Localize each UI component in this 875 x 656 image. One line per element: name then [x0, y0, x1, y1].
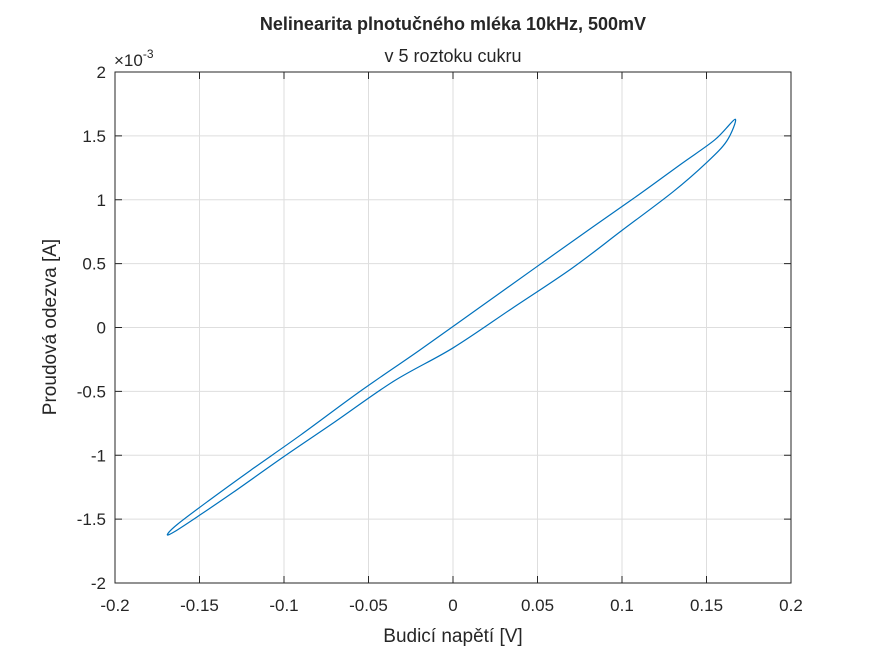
x-tick-label: -0.15 [180, 596, 219, 615]
y-axis-label: Proudová odezva [A] [40, 239, 61, 415]
y-tick-label: 2 [97, 63, 106, 82]
x-tick-label: 0.05 [521, 596, 554, 615]
y-tick-label: -2 [91, 574, 106, 593]
chart-subtitle: v 5 roztoku cukru [384, 46, 521, 66]
series-group [166, 118, 737, 536]
chart-title: Nelinearita plnotučného mléka 10kHz, 500… [260, 14, 646, 34]
x-tick-label: 0 [448, 596, 457, 615]
x-tick-label: 0.15 [690, 596, 723, 615]
y-tick-label: 1.5 [82, 127, 106, 146]
x-tick-label: 0.1 [610, 596, 634, 615]
y-exponent-power: -3 [143, 47, 154, 61]
y-exponent: ×10-3 [114, 47, 154, 70]
x-tick-label: -0.1 [269, 596, 298, 615]
y-exponent-base: ×10 [114, 51, 143, 70]
y-tick-label: -0.5 [77, 382, 106, 401]
y-tick-label: 0.5 [82, 255, 106, 274]
x-tick-label: 0.2 [779, 596, 803, 615]
y-tick-label: 1 [97, 191, 106, 210]
y-tick-label: -1 [91, 446, 106, 465]
x-tick-label: -0.05 [349, 596, 388, 615]
series-line [166, 118, 737, 536]
y-tick-label: 0 [97, 319, 106, 338]
ticks: -0.2 -0.15 -0.1 -0.05 0 0.05 0.1 0.15 0.2 -2 -1.5 -… [77, 63, 803, 615]
x-axis-label: Budicí napětí [V] [383, 626, 522, 647]
y-tick-label: -1.5 [77, 510, 106, 529]
x-tick-label: -0.2 [100, 596, 129, 615]
